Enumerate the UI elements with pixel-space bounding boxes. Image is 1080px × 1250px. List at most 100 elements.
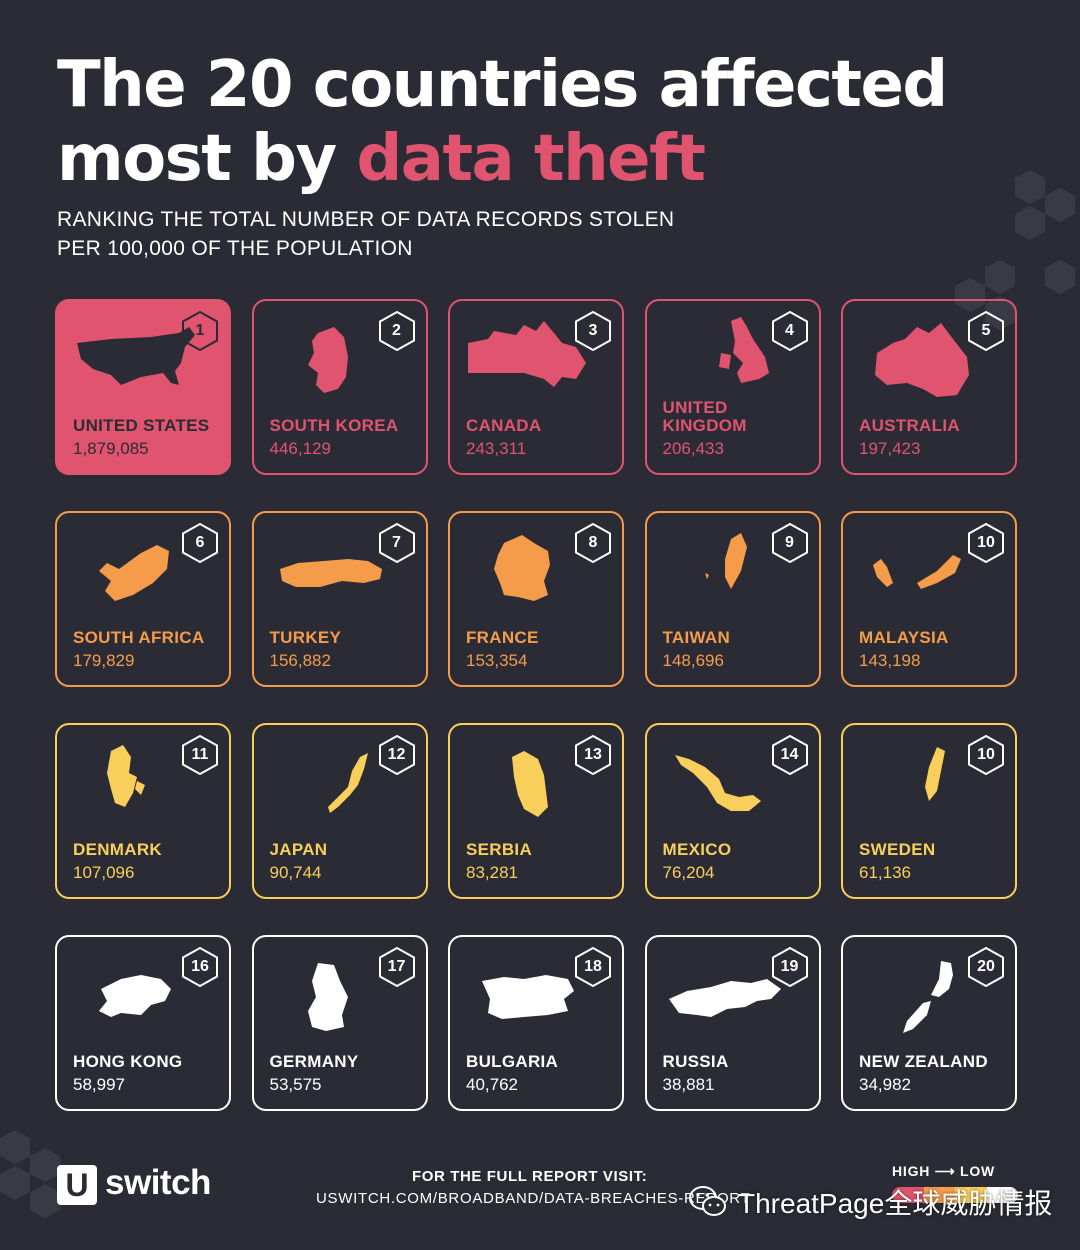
country-name: NEW ZEALAND xyxy=(859,1052,988,1071)
country-map-icon xyxy=(668,979,781,1017)
country-card: 1 UNITED STATES 1,879,085 xyxy=(55,299,231,475)
country-value: 243,311 xyxy=(466,439,527,458)
rank-badge: 18 xyxy=(573,947,613,987)
country-map-icon xyxy=(704,533,747,589)
rank-badge: 17 xyxy=(377,947,417,987)
country-map-icon xyxy=(99,545,169,601)
country-map-icon xyxy=(873,555,961,589)
country-value: 38,881 xyxy=(662,1075,715,1094)
country-card: 6 SOUTH AFRICA 179,829 xyxy=(55,511,231,687)
country-card: 13 SERBIA 83,281 xyxy=(448,723,624,899)
rank-badge: 11 xyxy=(180,735,220,775)
country-name: MEXICO xyxy=(662,840,732,859)
country-name: BULGARIA xyxy=(466,1052,559,1071)
rank-number: 7 xyxy=(392,534,401,551)
title-line-1: The 20 countries affected xyxy=(57,48,948,122)
rank-number: 10 xyxy=(977,534,995,551)
country-value: 107,096 xyxy=(73,863,135,882)
rank-number: 12 xyxy=(387,746,406,763)
legend-arrow-icon: ⟶ xyxy=(934,1163,956,1179)
country-card: 5 AUSTRALIA 197,423 xyxy=(841,299,1017,475)
country-name: UNITED KINGDOM xyxy=(662,398,747,435)
rank-number: 5 xyxy=(981,322,991,339)
rank-badge: 7 xyxy=(377,523,417,563)
country-value: 90,744 xyxy=(269,863,322,882)
rank-badge: 14 xyxy=(770,735,810,775)
country-value: 40,762 xyxy=(466,1075,518,1094)
rank-number: 20 xyxy=(977,958,995,975)
rank-badge: 1 xyxy=(180,311,220,351)
country-card: 2 SOUTH KOREA 446,129 xyxy=(251,299,428,475)
country-value: 153,354 xyxy=(466,651,528,670)
page-title: The 20 countries affected most by data t… xyxy=(57,48,1037,196)
country-card: 8 FRANCE 153,354 xyxy=(448,511,624,687)
country-value: 197,423 xyxy=(859,439,921,458)
country-card: 10 MALAYSIA 143,198 xyxy=(841,511,1017,687)
rank-number: 1 xyxy=(195,322,205,339)
country-value: 83,281 xyxy=(466,863,518,882)
country-value: 206,433 xyxy=(662,439,724,458)
country-name: HONG KONG xyxy=(73,1052,183,1071)
subtitle-line-2: PER 100,000 OF THE POPULATION xyxy=(57,237,413,260)
country-name: CANADA xyxy=(466,416,542,435)
legend-gradient-bar xyxy=(892,1187,1018,1203)
legend: HIGH ⟶ LOW xyxy=(892,1163,1022,1203)
rank-number: 4 xyxy=(785,322,794,339)
country-value: 179,829 xyxy=(73,651,135,670)
country-name: GERMANY xyxy=(269,1052,359,1071)
rank-number: 10 xyxy=(977,746,995,763)
report-url[interactable]: USWITCH.COM/BROADBAND/DATA-BREACHES-REPO… xyxy=(316,1190,751,1207)
rank-badge: 4 xyxy=(770,311,810,351)
hexagon-decoration-bottom-left xyxy=(0,1130,60,1218)
rank-badge: 12 xyxy=(377,735,417,775)
rank-number: 3 xyxy=(588,322,598,339)
country-map-icon xyxy=(925,747,945,801)
country-name: AUSTRALIA xyxy=(859,416,960,435)
country-name: FRANCE xyxy=(466,628,539,647)
country-map-icon xyxy=(494,535,550,601)
subtitle-line-1: RANKING THE TOTAL NUMBER OF DATA RECORDS… xyxy=(57,208,675,231)
rank-number: 17 xyxy=(387,958,406,975)
country-card: 12 JAPAN 90,744 xyxy=(251,723,428,899)
wechat-icon xyxy=(689,1186,726,1216)
country-name: DENMARK xyxy=(73,840,162,859)
rank-badge: 8 xyxy=(573,523,613,563)
country-map-icon xyxy=(307,963,348,1031)
country-value: 53,575 xyxy=(269,1075,322,1094)
country-card: 17 GERMANY 53,575 xyxy=(251,935,428,1111)
country-value: 76,204 xyxy=(662,863,715,882)
country-name: TAIWAN xyxy=(662,628,731,647)
rank-badge: 20 xyxy=(966,947,1006,987)
country-card: 7 TURKEY 156,882 xyxy=(251,511,428,687)
title-line-2-plain: most by xyxy=(57,122,357,196)
country-card: 10 SWEDEN 61,136 xyxy=(841,723,1017,899)
rank-number: 6 xyxy=(195,534,205,551)
legend-high: HIGH xyxy=(892,1163,931,1179)
title-accent: data theft xyxy=(356,122,706,196)
rank-badge: 2 xyxy=(377,311,417,351)
country-value: 148,696 xyxy=(662,651,724,670)
country-value: 446,129 xyxy=(269,439,331,458)
country-card: 11 DENMARK 107,096 xyxy=(55,723,231,899)
country-value: 1,879,085 xyxy=(73,439,149,458)
country-card: 4 UNITED KINGDOM 206,433 xyxy=(644,299,821,475)
rank-badge: 3 xyxy=(573,311,613,351)
rank-number: 9 xyxy=(785,534,794,551)
subtitle: RANKING THE TOTAL NUMBER OF DATA RECORDS… xyxy=(57,205,957,263)
country-card: 16 HONG KONG 58,997 xyxy=(55,935,231,1111)
rank-badge: 16 xyxy=(180,947,220,987)
logo-mark: U xyxy=(57,1165,97,1205)
country-map-icon xyxy=(482,975,574,1019)
rank-badge: 9 xyxy=(770,523,810,563)
rank-number: 16 xyxy=(191,958,209,975)
country-value: 34,982 xyxy=(859,1075,911,1094)
country-map-icon xyxy=(99,975,171,1017)
country-value: 156,882 xyxy=(269,651,331,670)
country-card: 9 TAIWAN 148,696 xyxy=(644,511,821,687)
country-card: 14 MEXICO 76,204 xyxy=(644,723,821,899)
country-map-icon xyxy=(718,317,769,383)
rank-number: 2 xyxy=(392,322,401,339)
rank-number: 19 xyxy=(780,958,799,975)
country-name: SWEDEN xyxy=(859,840,936,859)
country-name: SOUTH AFRICA xyxy=(73,628,205,647)
